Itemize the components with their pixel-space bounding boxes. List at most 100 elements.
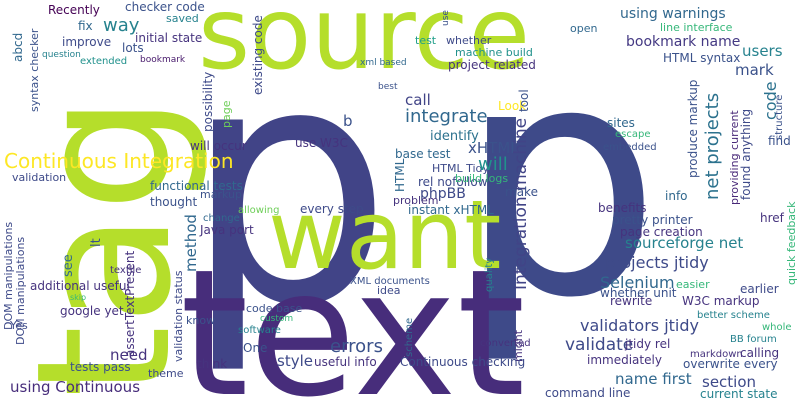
word: errors (330, 336, 383, 357)
word: software (238, 325, 281, 336)
word: info (665, 189, 688, 203)
word: jtidy rel (624, 337, 670, 351)
word: escape (615, 129, 651, 140)
word: theme (148, 367, 184, 380)
word: base test (395, 147, 451, 161)
word: phpBB (420, 186, 466, 202)
word: href (760, 211, 785, 225)
word: markdown (690, 349, 743, 360)
word: identify (430, 129, 479, 144)
word: question (42, 50, 81, 60)
word: Java port (199, 223, 254, 237)
word: project related (448, 58, 536, 72)
word: projects jtidy (605, 253, 709, 272)
word: extended (80, 56, 127, 67)
word: functional tests (150, 179, 243, 193)
word: p (183, 0, 392, 378)
word: name first (615, 370, 692, 388)
word: benefits (598, 201, 647, 215)
word: whether (446, 34, 492, 47)
word: will (478, 154, 508, 175)
word: Integration machine (511, 118, 531, 290)
word: W3C markup (682, 294, 759, 308)
word: machine build (455, 46, 533, 59)
word: xml based (360, 58, 407, 68)
word: idea (377, 284, 401, 297)
word: structure (774, 95, 785, 140)
word: assertTextPresent (123, 251, 137, 357)
word: DOM manipulations (2, 222, 15, 330)
word: found anything (739, 109, 753, 200)
word: line interface (660, 21, 733, 34)
word: Recently (48, 3, 100, 17)
word: pretty printer (612, 213, 693, 227)
word: text (180, 233, 525, 400)
word: use (441, 10, 451, 26)
word: way (103, 15, 140, 36)
word: rewrite (610, 294, 652, 308)
word: HTML syntax (663, 51, 740, 65)
word: possibility (201, 72, 215, 132)
word: build logs (455, 172, 508, 185)
word: thought (150, 195, 197, 209)
word: saved (166, 12, 199, 25)
word: style (277, 352, 313, 370)
word: test (415, 34, 437, 47)
word: Selenium (600, 273, 675, 292)
word: validation status (172, 270, 185, 362)
word: section (702, 373, 756, 391)
word: abcd (11, 33, 25, 62)
word: need (110, 346, 148, 364)
word: sites (607, 116, 635, 130)
word: DOM manipulations (14, 237, 27, 345)
word: existing code (251, 15, 265, 95)
word: BB forum (730, 334, 777, 345)
word: using Continuous (10, 378, 140, 396)
word: providing current (728, 110, 741, 205)
word: improve (62, 35, 111, 49)
word: google yet (60, 304, 124, 318)
word: bookmark (140, 55, 186, 65)
word: current state (700, 387, 778, 400)
word: call (405, 91, 431, 109)
word: every step (300, 202, 364, 216)
word: better scheme (697, 310, 770, 321)
word: Yes (9, 319, 28, 332)
word: overwrite every (683, 357, 778, 371)
word: command line (545, 386, 630, 400)
word: XML documents (350, 276, 430, 287)
word: xHTML (468, 139, 519, 157)
word: p (458, 0, 661, 368)
word: custom (260, 314, 293, 324)
word: HTML (393, 158, 407, 192)
word: code (761, 81, 780, 120)
word: best (378, 82, 398, 92)
word: immediately (587, 353, 662, 367)
word: quality (484, 258, 495, 292)
word: tool (517, 89, 531, 112)
word: want (268, 181, 501, 291)
word: make (505, 185, 538, 199)
word: easier (676, 278, 710, 291)
word: source (198, 0, 530, 92)
word: textile (110, 265, 141, 276)
word: Continuous checking (400, 355, 525, 369)
word: b (343, 112, 353, 130)
word: scheme (404, 318, 415, 357)
word: net projects (702, 93, 723, 200)
word: mark (735, 61, 774, 79)
word: open (570, 22, 597, 35)
word: tests pass (70, 360, 131, 374)
word: code base (246, 302, 302, 315)
word: whether unit (600, 286, 677, 300)
word: fix (78, 19, 93, 33)
word: whole (762, 322, 792, 333)
word: validation (12, 171, 66, 184)
word: use W3C (295, 136, 348, 150)
word: page creation (620, 225, 703, 239)
word: additional useful (30, 279, 130, 293)
word: rel nofollow (418, 175, 488, 189)
word: calling (740, 346, 779, 360)
word: checker code (125, 0, 205, 14)
